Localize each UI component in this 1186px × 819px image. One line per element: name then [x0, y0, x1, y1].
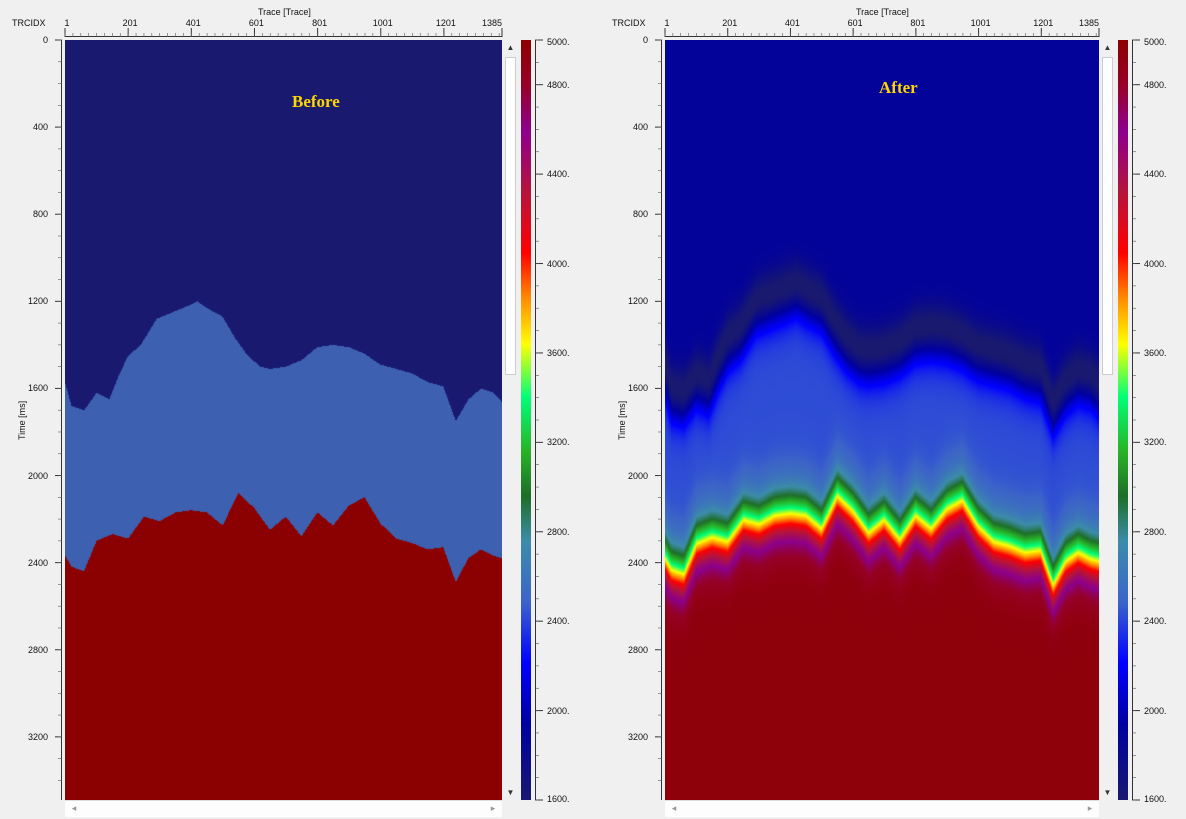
colorbar-tick-label: 2000. — [547, 705, 570, 716]
colorbar-tick-label: 5000. — [547, 37, 570, 47]
colorbar — [521, 40, 531, 800]
after-panel: Trace [Trace] TRCIDX 1 201 401 601 801 1001 12… — [600, 0, 1186, 819]
x-header-label: TRCIDX — [612, 18, 646, 28]
y-tick-label: 1200 — [627, 296, 648, 307]
colorbar-tick-label: 2800. — [547, 526, 570, 537]
x-tick-label: 1201 — [435, 18, 456, 28]
scroll-right-arrow-icon[interactable]: ▸ — [1087, 803, 1093, 813]
scroll-up-arrow-icon[interactable]: ▲ — [1103, 43, 1112, 52]
velocity-section-canvas[interactable] — [65, 40, 502, 800]
scroll-left-arrow-icon[interactable]: ◂ — [71, 803, 77, 813]
colorbar — [1118, 40, 1128, 800]
colorbar-tick-label: 2400. — [547, 616, 570, 627]
y-tick-label: 2800 — [27, 644, 48, 655]
y-tick-label: 800 — [32, 209, 48, 220]
horizontal-scrollbar[interactable]: ◂ ▸ — [665, 800, 1099, 817]
y-tick-label: 1600 — [627, 383, 648, 394]
y-tick-label: 2400 — [627, 557, 648, 568]
y-tick-label: 2800 — [627, 644, 648, 655]
colorbar-tick-label: 3600. — [547, 347, 570, 358]
x-header-label: TRCIDX — [12, 18, 46, 28]
colorbar-tick-label: 1600. — [1144, 794, 1167, 804]
colorbar-tick-label: 4800. — [1144, 79, 1167, 90]
velocity-section-canvas[interactable] — [665, 40, 1099, 800]
x-tick-label: 401 — [784, 18, 800, 28]
panel-title: Before — [292, 92, 340, 111]
y-tick-label: 3200 — [627, 731, 648, 742]
colorbar-tick-label: 4400. — [547, 169, 570, 180]
colorbar-tick-label: 3600. — [1144, 347, 1167, 358]
velocity-section-plot[interactable]: After — [665, 40, 1099, 800]
x-tick-label: 1 — [664, 18, 670, 28]
colorbar-tick-label: 3200. — [1144, 437, 1167, 448]
colorbar-tick-label: 2400. — [1144, 616, 1167, 627]
y-tick-label: 2400 — [27, 557, 48, 568]
colorbar-tick-label: 4000. — [547, 258, 570, 269]
x-tick-label: 201 — [122, 18, 138, 28]
y-axis-label: Time [ms] — [617, 400, 627, 440]
y-tick-label: 1200 — [27, 296, 48, 307]
x-tick-label: 801 — [312, 18, 328, 28]
x-tick-label: 1001 — [372, 18, 393, 28]
colorbar-tick-label: 5000. — [1144, 37, 1167, 47]
colorbar-tick-label: 4000. — [1144, 258, 1167, 269]
y-tick-label: 800 — [632, 209, 648, 220]
x-axis-label: Trace [Trace] — [856, 7, 909, 17]
scroll-thumb[interactable] — [505, 57, 516, 375]
colorbar-tick-label: 3200. — [547, 437, 570, 448]
colorbar-tick-label: 1600. — [547, 794, 570, 804]
velocity-section-plot[interactable]: Before — [65, 40, 502, 800]
x-tick-label: 601 — [248, 18, 264, 28]
x-tick-label: 201 — [722, 18, 738, 28]
x-tick-label: 1001 — [970, 18, 991, 28]
vertical-scrollbar[interactable]: ▲ ▼ — [503, 40, 518, 800]
x-tick-label: 1385 — [481, 18, 503, 28]
colorbar-tick-label: 2800. — [1144, 526, 1167, 537]
y-tick-label: 2000 — [627, 470, 648, 481]
scroll-up-arrow-icon[interactable]: ▲ — [506, 43, 515, 52]
scroll-thumb[interactable] — [1102, 57, 1113, 375]
x-tick-label: 1201 — [1033, 18, 1054, 28]
colorbar-tick-label: 2000. — [1144, 705, 1167, 716]
y-tick-label: 0 — [42, 35, 48, 45]
scroll-right-arrow-icon[interactable]: ▸ — [490, 803, 496, 813]
y-tick-label: 400 — [32, 122, 48, 133]
y-tick-label: 400 — [632, 122, 648, 133]
y-tick-label: 0 — [642, 35, 648, 45]
y-axis-label: Time [ms] — [17, 400, 27, 440]
y-tick-label: 1600 — [27, 383, 48, 394]
horizontal-scrollbar[interactable]: ◂ ▸ — [65, 800, 502, 817]
colorbar-tick-label: 4400. — [1144, 169, 1167, 180]
vertical-scrollbar[interactable]: ▲ ▼ — [1100, 40, 1115, 800]
x-tick-label: 401 — [185, 18, 201, 28]
x-tick-label: 801 — [910, 18, 926, 28]
scroll-left-arrow-icon[interactable]: ◂ — [671, 803, 677, 813]
x-tick-label: 1 — [64, 18, 70, 28]
y-tick-label: 2000 — [27, 470, 48, 481]
scroll-down-arrow-icon[interactable]: ▼ — [1103, 788, 1112, 797]
panel-title: After — [879, 78, 918, 97]
y-tick-label: 3200 — [27, 731, 48, 742]
x-tick-label: 601 — [847, 18, 863, 28]
x-tick-label: 1385 — [1078, 18, 1100, 28]
x-axis-label: Trace [Trace] — [258, 7, 311, 17]
scroll-down-arrow-icon[interactable]: ▼ — [506, 788, 515, 797]
colorbar-tick-label: 4800. — [547, 79, 570, 90]
before-panel: Trace [Trace] TRCIDX 1 201 401 601 801 1001 12… — [12, 7, 570, 817]
